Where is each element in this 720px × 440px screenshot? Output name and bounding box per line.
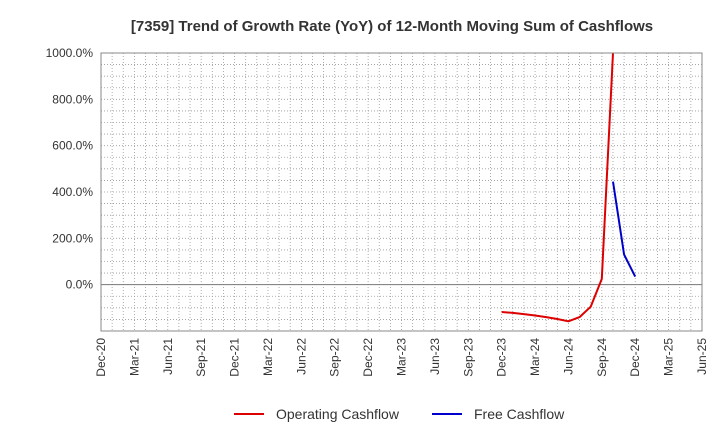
x-tick-label: Mar-24 — [528, 338, 542, 376]
y-tick-label: 400.0% — [52, 185, 93, 199]
x-tick-label: Dec-22 — [361, 338, 375, 377]
x-tick-label: Jun-24 — [561, 338, 575, 375]
x-tick-label: Dec-23 — [495, 338, 509, 377]
x-tick-label: Dec-24 — [628, 338, 642, 377]
series-layer — [501, 53, 637, 323]
y-tick-label: 600.0% — [52, 139, 93, 153]
x-axis: Dec-20 Mar-21 Jun-21 Sep-21 Dec-21 Mar-22 Jun-… — [94, 338, 709, 377]
chart-title: [7359] Trend of Growth Rate (YoY) of 12-… — [131, 18, 653, 35]
legend: Operating Cashflow Free Cashflow — [234, 406, 565, 422]
x-tick-label: Mar-23 — [395, 338, 409, 376]
x-tick-label: Dec-20 — [94, 338, 108, 377]
x-tick-label: Mar-22 — [261, 338, 275, 376]
y-tick-label: 200.0% — [52, 231, 93, 245]
x-tick-label: Dec-21 — [228, 338, 242, 377]
x-tick-label: Jun-22 — [294, 338, 308, 375]
x-tick-label: Sep-22 — [328, 338, 342, 377]
x-tick-label: Mar-21 — [127, 338, 141, 376]
legend-label-operating-cashflow: Operating Cashflow — [276, 406, 400, 422]
y-tick-label: 1000.0% — [46, 46, 94, 60]
x-tick-label: Jun-21 — [161, 338, 175, 375]
plot-frame — [100, 52, 703, 332]
series-line-operating-cashflow — [501, 53, 614, 323]
y-tick-label: 0.0% — [66, 278, 94, 292]
series-line-free-cashflow — [612, 181, 637, 278]
x-tick-label: Sep-23 — [461, 338, 475, 377]
y-tick-label: 800.0% — [52, 92, 93, 106]
y-axis: 0.0% 200.0% 400.0% 600.0% 800.0% 1000.0% — [46, 46, 94, 292]
x-tick-label: Jun-23 — [428, 338, 442, 375]
x-tick-label: Sep-21 — [194, 338, 208, 377]
x-tick-label: Jun-25 — [695, 338, 709, 375]
x-tick-label: Sep-24 — [595, 338, 609, 377]
x-tick-label: Mar-25 — [662, 338, 676, 376]
grid — [100, 52, 703, 332]
legend-label-free-cashflow: Free Cashflow — [474, 406, 565, 422]
